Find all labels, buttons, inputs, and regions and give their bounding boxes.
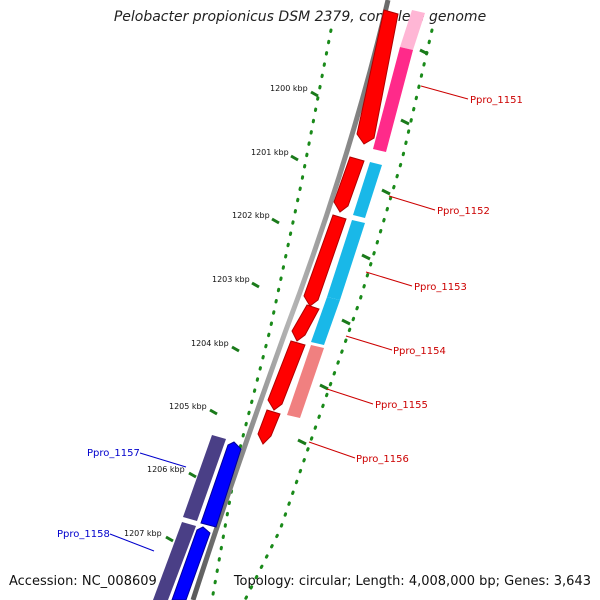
accession-label: Accession: [9, 574, 78, 589]
gene-label-ppro-1154[interactable]: Ppro_1154 [393, 346, 446, 357]
gene-bar-ppro-1157 [183, 435, 226, 521]
reverse-track-dashes [297, 48, 429, 446]
tick-label-1201: 1201 kbp [251, 148, 289, 157]
gene-label-ppro-1157[interactable]: Ppro_1157 [87, 448, 140, 459]
tick-label-1203: 1203 kbp [212, 275, 250, 284]
reverse-cds-track [257, 9, 399, 445]
tick-label-1200: 1200 kbp [270, 84, 308, 93]
gene-label-ppro-1155[interactable]: Ppro_1155 [375, 400, 428, 411]
cds-arrow [356, 9, 399, 145]
cds-arrow [171, 526, 211, 600]
cds-arrow [200, 441, 242, 528]
gene-bar-ppro-1151-light [400, 10, 425, 50]
tick-label-1206: 1206 kbp [147, 465, 185, 474]
topology-label: Topology: [233, 574, 295, 589]
gene-bar-ppro-1152 [353, 162, 382, 218]
accession-info: Accession: NC_008609 [9, 574, 157, 589]
cds-arrow [333, 156, 365, 213]
length-value: 4,008,000 bp [408, 574, 496, 589]
cds-arrow [303, 214, 347, 307]
genes-value: 3,643 [553, 574, 591, 589]
gene-label-ppro-1158[interactable]: Ppro_1158 [57, 529, 110, 540]
genes-label: Genes: [504, 574, 550, 589]
tick-label-1207: 1207 kbp [124, 529, 162, 538]
forward-cds-track [171, 441, 242, 600]
gene-bar-ppro-1155 [287, 345, 324, 418]
genome-backbone [190, 0, 391, 600]
gene-label-ppro-1156[interactable]: Ppro_1156 [356, 454, 409, 465]
gene-label-ppro-1152[interactable]: Ppro_1152 [437, 206, 490, 217]
tick-label-1205: 1205 kbp [169, 402, 207, 411]
cds-arrow [291, 304, 320, 342]
genome-summary: Topology: circular; Length: 4,008,000 bp… [233, 574, 591, 589]
gene-bar-ppro-1153 [327, 220, 365, 300]
forward-gene-track [153, 435, 226, 600]
length-label: Length: [355, 574, 405, 589]
gene-bar-ppro-1151 [373, 47, 413, 152]
cds-arrow [267, 340, 306, 411]
topology-value: circular [298, 574, 347, 589]
gc-dotted-track-inner [243, 28, 434, 600]
gene-bar-ppro-1158 [153, 522, 196, 600]
gene-label-ppro-1151[interactable]: Ppro_1151 [470, 95, 523, 106]
tick-marks [165, 90, 319, 543]
gene-bar-ppro-1154 [311, 297, 340, 345]
gene-label-ppro-1153[interactable]: Ppro_1153 [414, 282, 467, 293]
label-leaders [109, 85, 469, 552]
cds-arrow [257, 409, 281, 445]
accession-value: NC_008609 [81, 574, 157, 589]
reverse-gene-track [287, 10, 425, 418]
tick-label-1204: 1204 kbp [191, 339, 229, 348]
tick-label-1202: 1202 kbp [232, 211, 270, 220]
